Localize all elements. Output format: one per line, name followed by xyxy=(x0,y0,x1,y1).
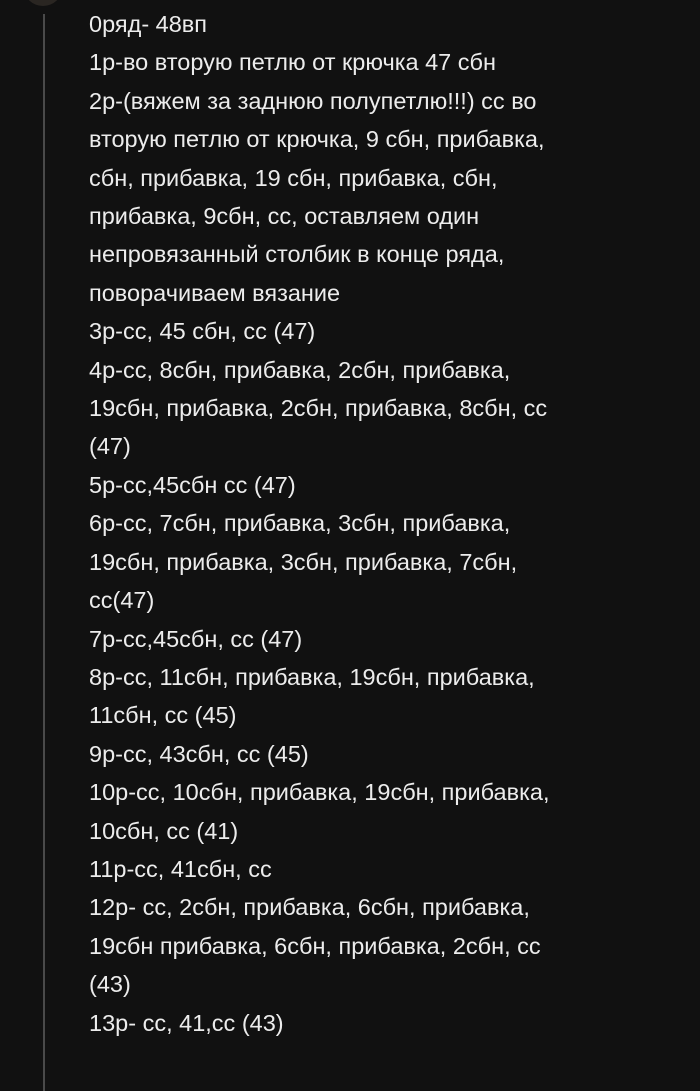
comment-line: 11р-сс, 41сбн, сс xyxy=(89,855,272,882)
comment-line: 3р-сс, 45 сбн, сс (47) xyxy=(89,318,316,345)
comment-line: непровязанный столбик в конце ряда, xyxy=(89,241,505,268)
comment-line: 2р-(вяжем за заднюю полупетлю!!!) сс во xyxy=(89,87,537,114)
avatar[interactable] xyxy=(24,0,62,6)
comment-line: 10р-сс, 10сбн, прибавка, 19сбн, прибавка… xyxy=(89,779,550,806)
comment-line: 1р-во вторую петлю от крючка 47 сбн xyxy=(89,49,496,76)
comment-line: 7р-сс,45сбн, сс (47) xyxy=(89,625,303,652)
comment-line: 0ряд- 48вп xyxy=(89,11,208,37)
comment-line: 19сбн, прибавка, 2сбн, прибавка, 8сбн, с… xyxy=(89,395,548,422)
thread-line[interactable] xyxy=(43,14,45,1091)
comment-line: сс(47) xyxy=(89,587,155,614)
comment-line: (47) xyxy=(89,433,131,460)
comment-line: 12р- сс, 2сбн, прибавка, 6сбн, прибавка, xyxy=(89,894,530,921)
comment-line: 6р-сс, 7сбн, прибавка, 3сбн, прибавка, xyxy=(89,510,511,537)
comment-line: 10сбн, сс (41) xyxy=(89,817,239,844)
comment-body: 0ряд- 48вп 1р-во вторую петлю от крючка 4… xyxy=(89,5,696,1042)
comment-line: 11сбн, сс (45) xyxy=(89,702,237,729)
comment-line: прибавка, 9сбн, сс, оставляем один xyxy=(89,203,480,230)
comment-line: вторую петлю от крючка, 9 сбн, прибавка, xyxy=(89,126,545,153)
comment-line: поворачиваем вязание xyxy=(89,279,341,306)
comment-line: 13р- сс, 41,сс (43) xyxy=(89,1009,284,1036)
comment-line: 4р-сс, 8сбн, прибавка, 2сбн, прибавка, xyxy=(89,356,511,383)
comment-line: сбн, прибавка, 19 сбн, прибавка, сбн, xyxy=(89,164,498,191)
comment-line: 5р-сс,45сбн сс (47) xyxy=(89,471,296,498)
comment-line: 19сбн прибавка, 6сбн, прибавка, 2сбн, сс xyxy=(89,932,541,959)
comment-line: 19сбн, прибавка, 3сбн, прибавка, 7сбн, xyxy=(89,548,518,575)
comment-line: (43) xyxy=(89,971,131,998)
comment-line: 9р-сс, 43сбн, сс (45) xyxy=(89,740,309,767)
comment-line: 8р-сс, 11сбн, прибавка, 19сбн, прибавка, xyxy=(89,663,535,690)
